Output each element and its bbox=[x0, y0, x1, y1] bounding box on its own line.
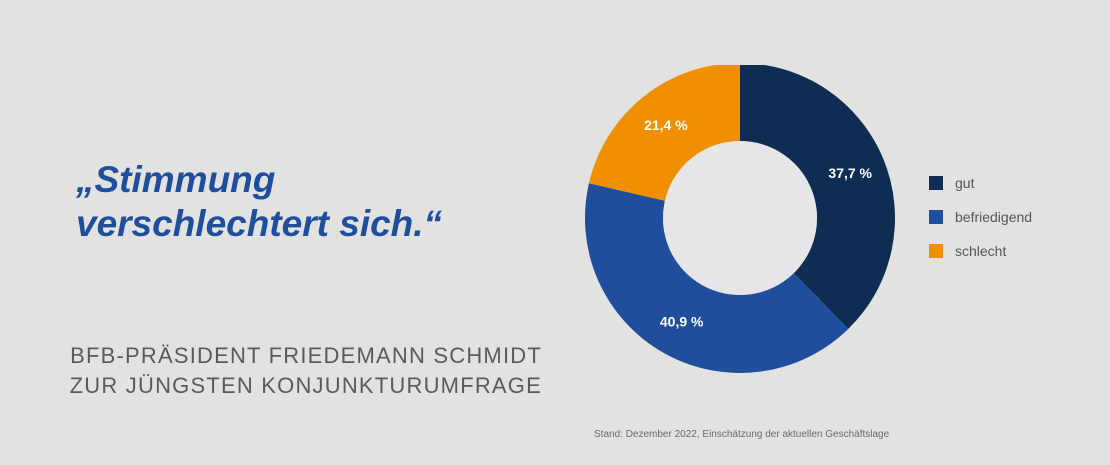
headline-line-1: „Stimmung bbox=[76, 159, 276, 200]
legend-label-schlecht: schlecht bbox=[955, 243, 1007, 259]
chart-legend: gut befriedigend schlecht bbox=[929, 172, 1032, 274]
slice-label-befriedigend: 40,9 % bbox=[660, 314, 704, 330]
subtitle: BFB-PRÄSIDENT FRIEDEMANN SCHMIDT ZUR JÜN… bbox=[62, 341, 542, 401]
legend-swatch-schlecht bbox=[929, 244, 943, 258]
donut-slice-befriedigend bbox=[585, 183, 849, 373]
subtitle-line-2: ZUR JÜNGSTEN KONJUNKTURUMFRAGE bbox=[69, 373, 542, 398]
legend-item-gut: gut bbox=[929, 172, 1032, 194]
donut-chart: 37,7 % 40,9 % 21,4 % bbox=[585, 65, 895, 373]
source-note: Stand: Dezember 2022, Einschätzung der a… bbox=[594, 429, 890, 440]
slice-label-gut: 37,7 % bbox=[828, 165, 872, 181]
legend-swatch-gut bbox=[929, 176, 943, 190]
donut-slice-schlecht bbox=[588, 65, 740, 201]
donut-hole bbox=[663, 141, 817, 295]
headline-quote: „Stimmung verschlechtert sich.“ bbox=[76, 158, 536, 246]
subtitle-line-1: BFB-PRÄSIDENT FRIEDEMANN SCHMIDT bbox=[70, 343, 542, 368]
slice-label-schlecht: 21,4 % bbox=[644, 117, 688, 133]
legend-item-befriedigend: befriedigend bbox=[929, 206, 1032, 228]
headline-line-2: verschlechtert sich.“ bbox=[76, 203, 443, 244]
donut-slice-gut bbox=[740, 65, 895, 329]
legend-label-befriedigend: befriedigend bbox=[955, 209, 1033, 225]
legend-label-gut: gut bbox=[955, 175, 975, 191]
legend-item-schlecht: schlecht bbox=[929, 240, 1032, 262]
legend-swatch-befriedigend bbox=[929, 210, 943, 224]
